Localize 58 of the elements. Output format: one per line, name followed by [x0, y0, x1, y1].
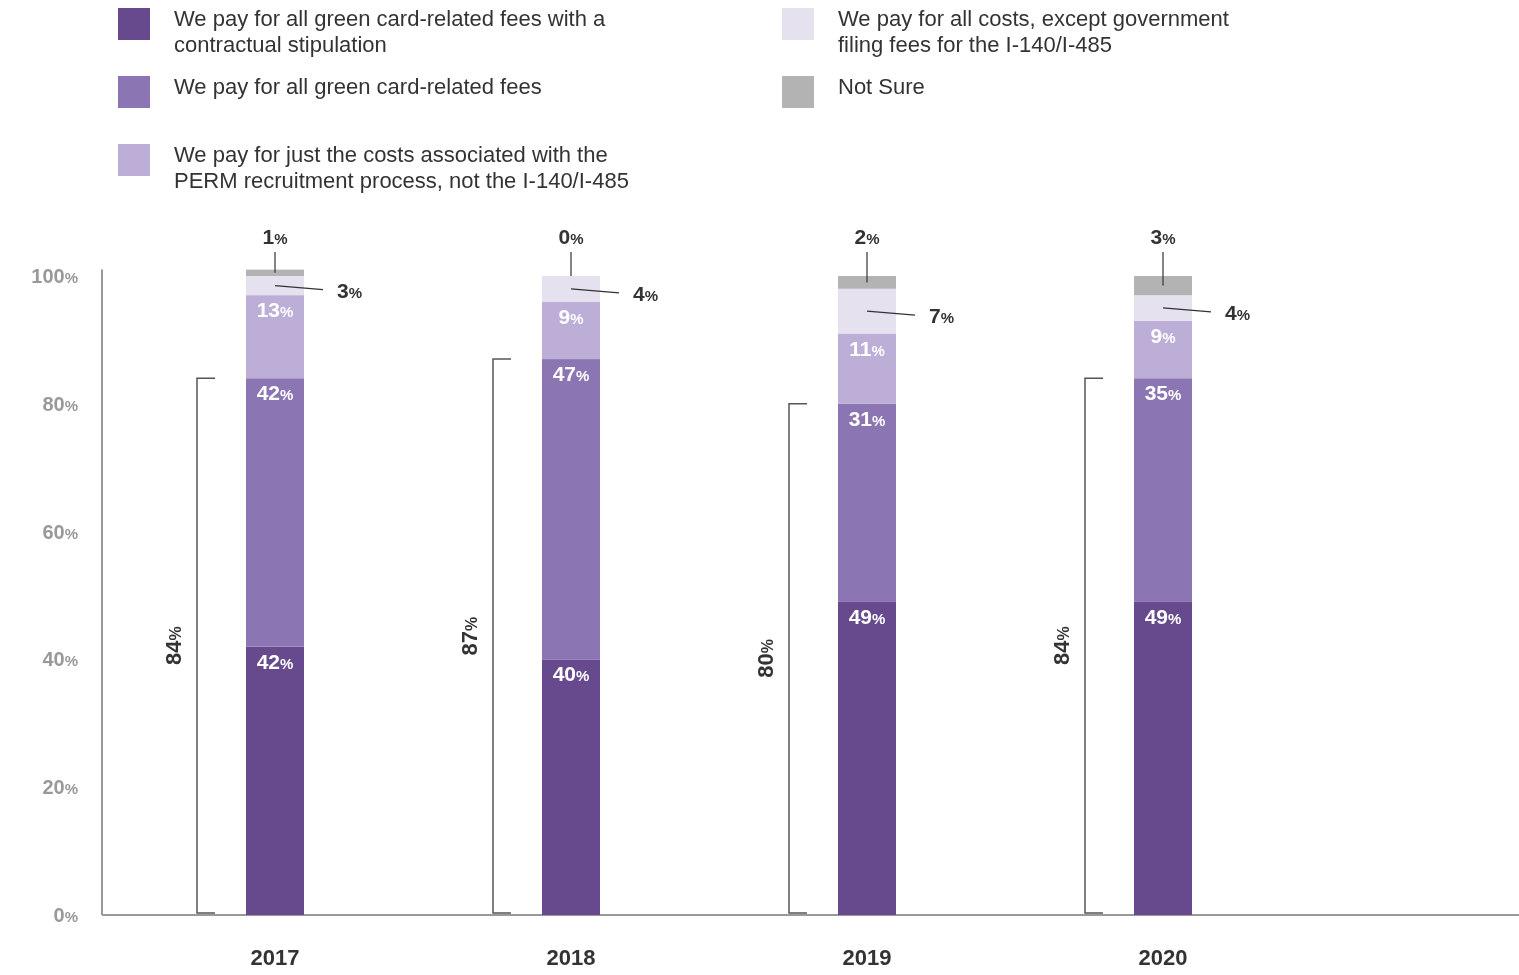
x-tick-label: 2020 [1138, 945, 1188, 970]
bar [1134, 295, 1192, 321]
y-tick-label: 0% [53, 904, 78, 926]
annotation: 80% [753, 639, 778, 678]
data-label: 0% [558, 225, 584, 248]
data-label: 49% [848, 604, 886, 628]
bar [542, 659, 600, 915]
x-tick-label: 2018 [546, 945, 596, 970]
bar [246, 269, 304, 276]
y-tick-label: 40% [42, 648, 78, 671]
data-label: 9% [558, 304, 584, 328]
data-label: 2% [854, 225, 880, 248]
bar [542, 301, 600, 360]
bar [246, 378, 304, 647]
bar [1134, 320, 1192, 379]
bar [838, 288, 896, 334]
legend-label: We pay for all costs, except government filing fees for the I-140/I-485 [838, 6, 1229, 57]
data-label: 4% [633, 281, 659, 305]
bar [838, 276, 896, 289]
bar [1134, 378, 1192, 602]
x-tick-label: 2019 [842, 945, 892, 970]
data-label: 49% [1144, 604, 1182, 628]
legend-label: We pay for just the costs associated with the PERM recruitment process, not the I-140/I-485 [174, 142, 629, 193]
data-label: 4% [1225, 300, 1251, 324]
bar [1134, 601, 1192, 915]
bar [542, 276, 600, 302]
y-tick-label: 60% [42, 520, 78, 543]
annotation: 87% [457, 616, 482, 656]
data-label: 1% [262, 225, 288, 248]
annotation: 84% [1049, 626, 1074, 665]
data-label: 9% [1150, 323, 1176, 347]
data-label: 3% [1150, 225, 1176, 248]
x-tick-label: 2017 [250, 945, 300, 970]
legend-label: We pay for all green card-related fees with a contractual stipulation [174, 6, 607, 57]
bar [838, 403, 896, 602]
data-label: 35% [1144, 381, 1182, 405]
data-label: 40% [552, 662, 590, 686]
bar [246, 276, 304, 296]
annotation: 84% [161, 626, 186, 665]
data-label: 42% [256, 381, 294, 405]
legend-label: We pay for all green card-related fees [174, 74, 542, 99]
bar [838, 601, 896, 915]
y-tick-label: 100% [31, 265, 78, 287]
bar [246, 646, 304, 915]
data-label: 47% [552, 362, 590, 386]
data-label: 42% [256, 649, 294, 673]
bar [838, 333, 896, 404]
data-label: 11% [849, 336, 885, 360]
data-label: 31% [848, 406, 886, 430]
y-tick-label: 20% [42, 776, 78, 799]
bar [246, 295, 304, 379]
y-tick-label: 80% [42, 392, 78, 415]
data-label: 7% [929, 304, 955, 328]
data-label: 13% [256, 298, 294, 322]
data-label: 3% [337, 278, 363, 302]
legend-label: Not Sure [838, 74, 925, 99]
bar [1134, 276, 1192, 296]
bar [542, 359, 600, 660]
